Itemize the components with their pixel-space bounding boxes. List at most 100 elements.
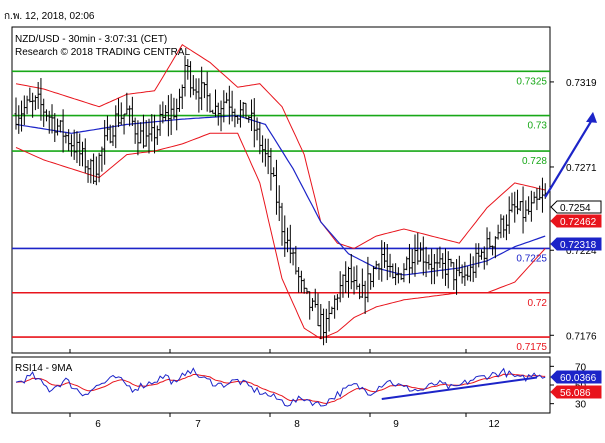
price-bar: [141, 114, 145, 149]
price-bar: [532, 191, 536, 204]
price-bar: [39, 78, 43, 121]
price-bar: [180, 84, 184, 109]
price-bar: [358, 283, 362, 300]
price-bar: [363, 280, 367, 314]
price-bar: [471, 256, 475, 283]
rsi-tick-label: 30: [575, 400, 587, 411]
price-bar: [341, 274, 345, 298]
price-bar: [540, 177, 544, 213]
price-bar: [344, 261, 348, 294]
x-tick-label: 9: [393, 419, 399, 430]
rsi-trendline: [381, 376, 538, 400]
x-tick-label: 7: [195, 419, 201, 430]
price-bar: [488, 231, 492, 249]
price-bar: [200, 66, 204, 111]
price-bar: [432, 254, 436, 285]
price-bar: [67, 129, 71, 152]
price-bar: [219, 100, 223, 132]
price-bar: [263, 138, 267, 167]
price-bar: [288, 224, 292, 264]
price-bar: [424, 246, 428, 278]
price-bar: [274, 159, 278, 215]
price-label: 0.72318: [550, 237, 602, 251]
price-bar: [446, 251, 450, 289]
price-bar: [371, 265, 375, 288]
price-bar: [297, 267, 301, 293]
price-bar: [205, 71, 209, 112]
price-bar: [452, 262, 456, 290]
price-bar: [183, 55, 187, 97]
price-bar: [83, 138, 87, 174]
price-bar: [130, 96, 134, 127]
price-bar: [191, 75, 195, 96]
price-bar: [17, 105, 21, 134]
price-bar: [383, 242, 387, 268]
price-bar: [244, 102, 248, 120]
price-bar: [117, 98, 121, 128]
price-bar: [258, 121, 262, 155]
y-tick-label: 0.7319: [566, 78, 597, 89]
price-bar: [92, 153, 96, 184]
price-bar: [369, 273, 373, 290]
price-bar: [158, 104, 162, 136]
level-label: 0.7175: [516, 342, 547, 353]
rsi-panel: [11, 356, 551, 414]
price-bar: [308, 291, 312, 320]
price-bar: [324, 308, 328, 343]
price-bar: [438, 246, 442, 268]
price-bar: [385, 243, 389, 281]
price-bar: [280, 202, 284, 246]
price-bar: [491, 245, 495, 256]
price-bar: [255, 117, 259, 141]
svg-text:0.7254: 0.7254: [560, 203, 591, 214]
price-bar: [468, 253, 472, 282]
price-bar: [394, 263, 398, 286]
price-bar: [396, 267, 400, 284]
price-bar: [225, 92, 229, 104]
price-bar: [136, 120, 140, 156]
price-bar: [410, 248, 414, 274]
price-bar: [507, 196, 511, 234]
price-bar: [313, 288, 317, 308]
price-bar: [286, 227, 290, 253]
forecast-arrow: [544, 119, 593, 198]
price-bar: [25, 95, 29, 115]
price-bar: [474, 243, 478, 278]
price-bar: [103, 119, 107, 165]
rsi-title: RSI14 - 9MA: [15, 363, 73, 374]
price-bar: [435, 248, 439, 277]
price-bar: [277, 185, 281, 222]
price-bar: [208, 93, 212, 113]
price-bar: [150, 114, 154, 142]
price-bar: [272, 167, 276, 177]
price-bar: [42, 98, 46, 127]
price-bar: [485, 227, 489, 266]
x-tick-label: 6: [95, 419, 101, 430]
price-bar: [518, 200, 522, 211]
price-bar: [330, 306, 334, 315]
price-bar: [58, 120, 62, 133]
price-bar: [153, 114, 157, 154]
price-bar: [463, 261, 467, 286]
price-bar: [269, 147, 273, 191]
x-tick-label: 8: [294, 419, 300, 430]
svg-text:60.0366: 60.0366: [560, 373, 597, 384]
price-bar: [538, 185, 542, 200]
price-bar: [44, 109, 48, 122]
price-bar: [460, 264, 464, 284]
price-bar: [89, 158, 93, 184]
price-bar: [510, 192, 514, 213]
price-bar: [139, 122, 143, 144]
svg-text:0.72462: 0.72462: [560, 217, 597, 228]
price-bar: [502, 215, 506, 238]
price-bar: [261, 135, 265, 163]
price-bar: [504, 214, 508, 241]
price-bar: [133, 117, 137, 144]
chart-subtitle: Research © 2018 TRADING CENTRAL: [15, 47, 190, 58]
y-tick-label: 0.7176: [566, 331, 597, 342]
rsi-tick-label: 70: [575, 362, 587, 373]
price-bar: [310, 298, 314, 312]
price-bar: [388, 253, 392, 278]
price-bar: [122, 113, 126, 135]
